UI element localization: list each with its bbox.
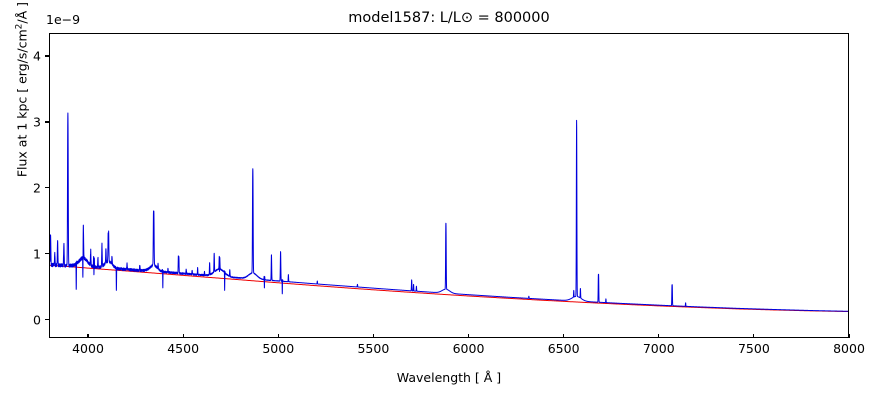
y-tick-label: 0 [33, 312, 41, 328]
y-axis-label-suffix: /Å ] [14, 1, 30, 24]
x-tick-mark [848, 334, 850, 338]
x-tick-mark [658, 334, 660, 338]
series-continuum [50, 264, 848, 313]
y-tick-mark [45, 121, 49, 123]
plot-title: model1587: L/L⊙ = 800000 [348, 10, 550, 26]
y-tick-label: 1 [33, 246, 41, 262]
x-tick-label: 8000 [833, 341, 865, 356]
y-axis-offset-text: 1e−9 [46, 12, 81, 27]
y-axis-label-prefix: Flux at 1 kpc [ erg/s/cm [14, 29, 30, 178]
x-tick-mark [372, 334, 374, 338]
x-tick-label: 7000 [642, 341, 675, 356]
y-tick-mark [45, 318, 49, 321]
x-tick-mark [563, 334, 565, 338]
x-tick-label: 6000 [452, 341, 485, 356]
x-tick-label: 6500 [547, 341, 580, 356]
spectrum-canvas [50, 34, 848, 337]
y-tick-mark [45, 187, 49, 189]
y-tick-label: 4 [33, 48, 41, 64]
x-tick-mark [277, 334, 279, 338]
x-axis-label: Wavelength [ Å ] [396, 370, 502, 385]
spectrum-lines [50, 112, 848, 313]
y-axis-label-exponent: 2 [14, 23, 25, 30]
x-tick-label: 4000 [72, 341, 104, 356]
x-tick-mark [467, 334, 470, 338]
series-total-spectrum [50, 112, 848, 312]
y-tick-label: 3 [33, 114, 41, 130]
x-tick-label: 7500 [737, 341, 770, 356]
x-tick-mark [753, 334, 755, 338]
x-tick-mark [87, 334, 89, 338]
x-tick-label: 5500 [357, 341, 390, 356]
y-tick-label: 2 [33, 180, 41, 196]
x-tick-label: 5000 [262, 341, 295, 356]
x-tick-mark [182, 334, 184, 338]
plot-area [49, 33, 849, 338]
y-tick-mark [45, 253, 49, 255]
x-tick-label: 4500 [167, 341, 200, 356]
y-axis-label: Flux at 1 kpc [ erg/s/cm2/Å ] [14, 0, 29, 220]
y-tick-mark [45, 55, 49, 57]
